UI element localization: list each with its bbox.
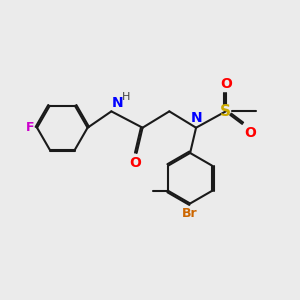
Text: S: S <box>220 104 231 119</box>
Text: N: N <box>112 96 124 110</box>
Text: O: O <box>129 156 141 170</box>
Text: O: O <box>244 126 256 140</box>
Text: F: F <box>26 121 34 134</box>
Text: H: H <box>122 92 130 102</box>
Text: N: N <box>190 111 202 125</box>
Text: Br: Br <box>182 207 198 220</box>
Text: O: O <box>220 76 232 91</box>
